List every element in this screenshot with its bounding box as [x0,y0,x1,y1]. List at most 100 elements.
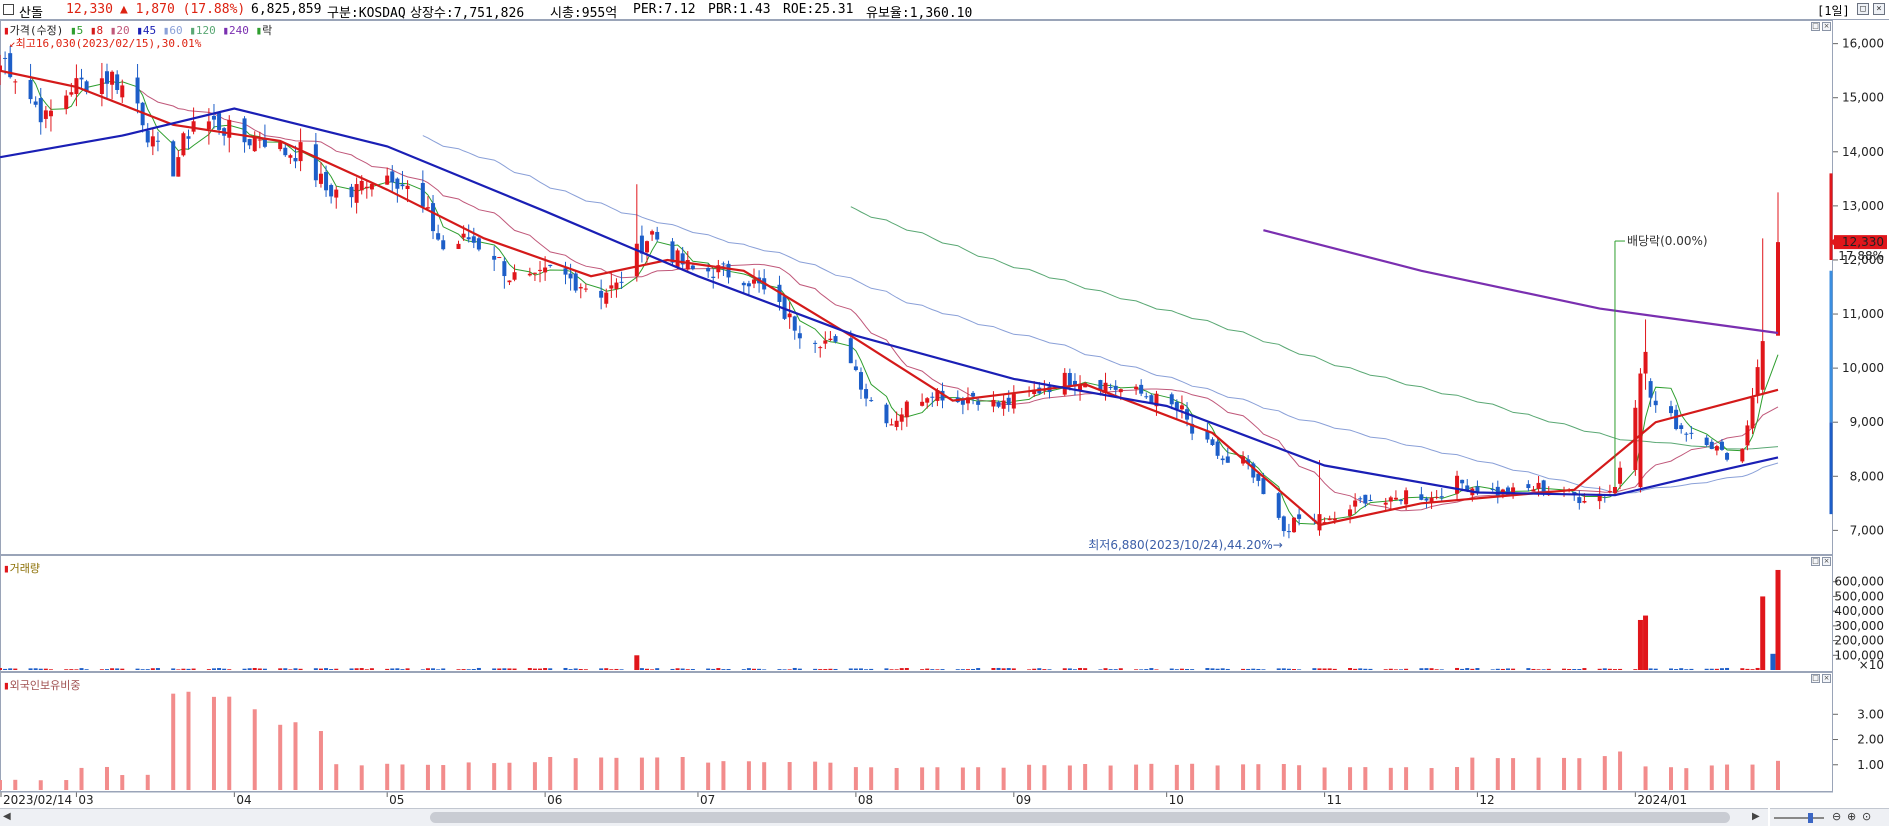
volume-bar [1536,669,1541,670]
volume-bar [599,668,604,670]
candle-body [186,136,191,139]
foreign-bar [762,762,767,790]
frn-ytick-label: 3.00 [1857,707,1884,721]
dividend-label: 배당락(0.00%) [1627,234,1708,248]
volume-bar [395,668,400,670]
foreign-bar [400,764,405,790]
trade-volume: 6,825,859 [251,2,322,17]
stock-chart[interactable]: 16,000 15,000 14,000 13,000 12,000 11,000 10,0… [0,0,1889,808]
price-panel-max-icon[interactable]: □ [1811,22,1820,31]
candle-body [1679,425,1684,429]
candle-body [1225,456,1230,463]
candle-body [1368,499,1373,501]
xtick-label: 11 [1327,793,1342,807]
foreign-bar [920,767,925,790]
volume-bar [1001,668,1006,670]
foreign-panel-max-icon[interactable]: □ [1811,674,1820,683]
volume-bar [578,669,583,670]
horizontal-scrollbar[interactable]: ◀ ▶ [0,808,1768,826]
zoom-out-icon[interactable]: ⊖ [1832,810,1842,823]
candle-body [283,147,288,156]
volume-bar [1185,669,1190,670]
scroll-thumb[interactable] [430,812,1730,823]
price-panel-close-icon[interactable]: × [1822,22,1831,31]
volume-bar [283,668,288,670]
volume-bar [1363,668,1368,670]
candle-body [864,389,869,399]
volume-bar [1648,668,1653,670]
candle-body [0,65,2,71]
scroll-left-icon[interactable]: ◀ [3,811,11,822]
zoom-slider-track[interactable] [1774,817,1824,819]
volume-panel-close-icon[interactable]: × [1822,557,1831,566]
candle-body [1776,242,1780,336]
vol-ytick-label: 100,000 [1834,648,1884,662]
candle-body [441,240,446,250]
foreign-bar [787,762,792,790]
volume-bar [476,667,481,670]
candle-body [818,347,823,349]
candle-body [716,265,721,273]
candle-body [1332,518,1337,521]
candle-body [853,366,858,371]
zoom-in-icon[interactable]: ⊕ [1847,810,1857,823]
maximize-icon[interactable]: □ [1857,3,1869,15]
high-annotation: ↙최고16,030(2023/02/15),30.01% [9,37,202,50]
volume-bar [436,669,441,670]
volume-bar [278,668,283,670]
volume-bar [634,655,640,670]
foreign-panel-close-icon[interactable]: × [1822,674,1831,683]
volume-bar [675,668,680,670]
volume-bar [639,668,644,670]
zoom-reset-icon[interactable]: ⊙ [1862,810,1872,823]
volume-bar [104,669,109,670]
close-icon[interactable]: × [1873,3,1885,15]
foreign-bar [425,764,430,790]
candle-body [1144,396,1149,398]
volume-bar [1011,668,1016,670]
select-checkbox[interactable] [3,4,14,15]
candle-body [1006,397,1011,405]
price-ytick-label: 8,000 [1850,469,1884,483]
volume-panel-max-icon[interactable]: □ [1811,557,1820,566]
candle-body [1108,387,1113,389]
roe-value: ROE:25.31 [783,2,854,17]
foreign-bar [655,757,660,790]
foreign-bar [1684,768,1689,790]
foreign-bar [1495,758,1500,790]
xtick-label: 2024/01 [1637,793,1687,807]
candle-body [64,95,69,109]
legend-price: 가격(수정) [9,24,64,37]
volume-bar [548,668,553,670]
candle-body [278,142,283,150]
period-selector[interactable]: [1일] [1817,4,1850,18]
zoom-slider-handle[interactable] [1808,813,1813,823]
volume-bar [1210,668,1215,670]
ma120-line [850,206,1779,450]
volume-bar [227,669,232,670]
volume-bar [1281,668,1286,670]
volume-bar [935,669,940,670]
volume-legend: ▮거래량 [3,562,40,575]
volume-bar [787,669,792,670]
candle-body [262,139,267,147]
foreign-bar [1042,765,1047,790]
candle-body [99,78,104,94]
volume-bar [466,669,471,670]
volume-bar [1215,668,1220,670]
candle-body [354,184,359,203]
volume-bar [1679,668,1684,670]
volume-bar [721,669,726,670]
scroll-right-icon[interactable]: ▶ [1752,811,1760,822]
xtick-label: 09 [1016,793,1031,807]
candle-body [150,136,155,147]
candle-body [1653,400,1658,406]
candle-body [1500,489,1505,493]
candle-body [960,399,965,405]
candle-body [176,157,181,177]
foreign-bar [1067,765,1072,790]
foreign-legend: ▮외국인보유비중 [3,679,81,692]
volume-bar [864,669,869,670]
volume-bar [543,668,548,670]
volume-bar [1348,668,1353,670]
